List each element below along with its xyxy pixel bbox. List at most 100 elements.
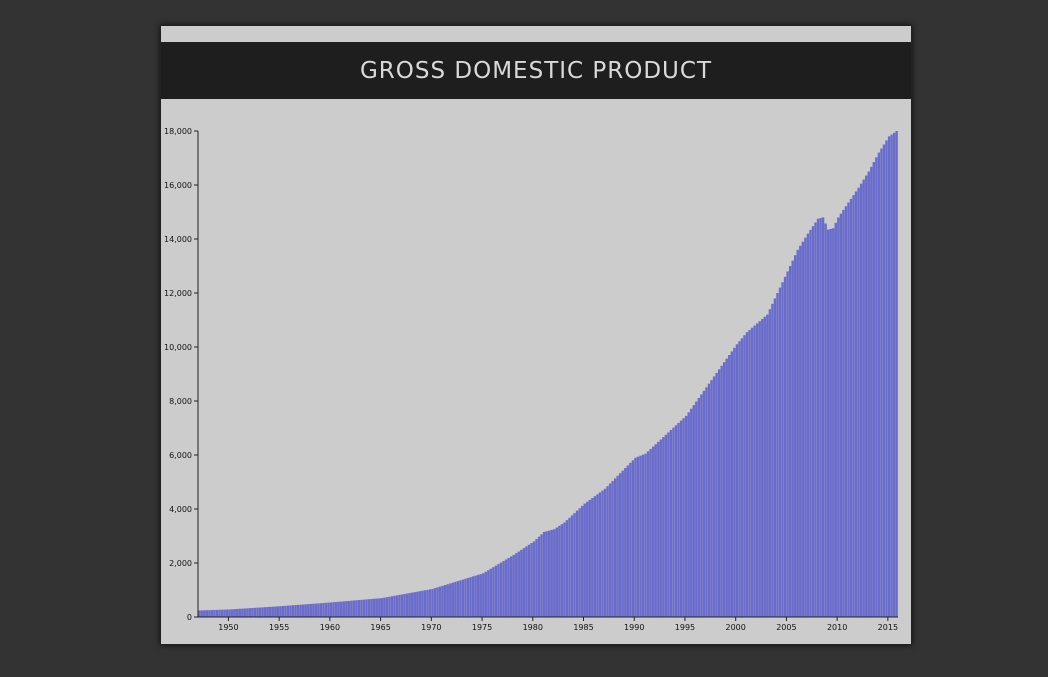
bar xyxy=(347,600,351,617)
bar xyxy=(748,329,751,617)
bar xyxy=(558,525,561,618)
bar xyxy=(324,602,328,617)
bar xyxy=(545,531,548,617)
bar xyxy=(659,439,662,617)
bar xyxy=(456,581,460,617)
bar xyxy=(428,589,432,617)
bar xyxy=(405,593,409,617)
x-tick-label: 1975 xyxy=(472,623,492,632)
bar xyxy=(634,457,637,617)
bar xyxy=(723,362,726,617)
bar xyxy=(423,590,427,617)
bar xyxy=(263,607,267,617)
bar xyxy=(281,606,285,617)
bar xyxy=(819,218,822,617)
bar xyxy=(725,358,728,617)
bar xyxy=(740,338,744,617)
bar xyxy=(862,179,865,617)
bar xyxy=(593,496,597,617)
bar xyxy=(778,287,782,617)
bar xyxy=(400,594,404,617)
bar xyxy=(352,600,356,617)
y-tick-label: 16,000 xyxy=(164,181,192,190)
bar xyxy=(380,598,383,617)
bar xyxy=(218,609,221,617)
bar xyxy=(466,577,470,617)
bar xyxy=(375,598,378,617)
bar xyxy=(667,432,670,617)
bar xyxy=(854,191,858,617)
bar xyxy=(476,574,480,617)
bar xyxy=(542,531,546,617)
bar xyxy=(301,604,305,617)
bar xyxy=(892,132,896,618)
bar xyxy=(438,586,442,617)
bar xyxy=(804,237,807,617)
y-tick-label: 18,000 xyxy=(164,127,192,136)
bar xyxy=(309,603,312,617)
bar xyxy=(563,522,566,617)
bar xyxy=(631,460,635,617)
y-tick-label: 4,000 xyxy=(169,505,192,514)
bar xyxy=(887,136,891,617)
bar xyxy=(565,520,569,617)
bar xyxy=(446,584,449,617)
bar xyxy=(852,195,855,618)
bar xyxy=(697,397,701,617)
bar xyxy=(238,608,241,617)
bar xyxy=(327,602,330,617)
bar xyxy=(733,347,736,617)
bar xyxy=(271,606,274,617)
bar xyxy=(337,601,340,617)
bar xyxy=(261,607,264,617)
x-tick-label: 1995 xyxy=(675,623,695,632)
bar xyxy=(629,462,632,618)
bar xyxy=(710,380,713,617)
bar xyxy=(223,609,226,617)
bar xyxy=(484,571,487,617)
bar xyxy=(474,575,477,617)
bar xyxy=(687,412,690,617)
bar xyxy=(771,303,774,617)
x-tick-label: 1955 xyxy=(269,623,289,632)
bar xyxy=(882,144,886,617)
x-tick-label: 1980 xyxy=(523,623,543,632)
bar xyxy=(444,585,447,617)
bar xyxy=(690,408,693,617)
bar xyxy=(200,610,203,617)
bar xyxy=(616,475,619,617)
bar xyxy=(674,425,678,617)
bar xyxy=(489,568,493,617)
bar xyxy=(482,573,485,617)
bar xyxy=(520,549,523,617)
axes-group: 0 2,000 4,000 6,000 8,000 10,000 12,000 14,000 1… xyxy=(164,127,898,632)
bar xyxy=(662,437,665,617)
bar xyxy=(885,140,888,617)
bar xyxy=(258,607,262,617)
bar xyxy=(383,597,386,617)
bar xyxy=(773,298,777,617)
bar xyxy=(492,567,495,617)
bar xyxy=(494,565,498,617)
bar xyxy=(555,527,558,617)
bar xyxy=(712,376,716,617)
bar xyxy=(809,229,812,617)
bar xyxy=(603,488,607,617)
bar xyxy=(700,394,703,617)
bar xyxy=(664,434,668,617)
bar xyxy=(418,591,422,617)
bar xyxy=(839,213,843,617)
bar xyxy=(334,601,338,617)
bar xyxy=(596,494,599,617)
bar xyxy=(284,605,287,617)
bar xyxy=(728,355,731,617)
bar xyxy=(695,401,698,617)
bar xyxy=(591,498,594,617)
bar xyxy=(619,473,622,617)
bar xyxy=(286,605,290,617)
bar xyxy=(745,332,749,617)
bar xyxy=(707,383,711,617)
bar xyxy=(307,604,310,617)
bar xyxy=(768,309,772,617)
